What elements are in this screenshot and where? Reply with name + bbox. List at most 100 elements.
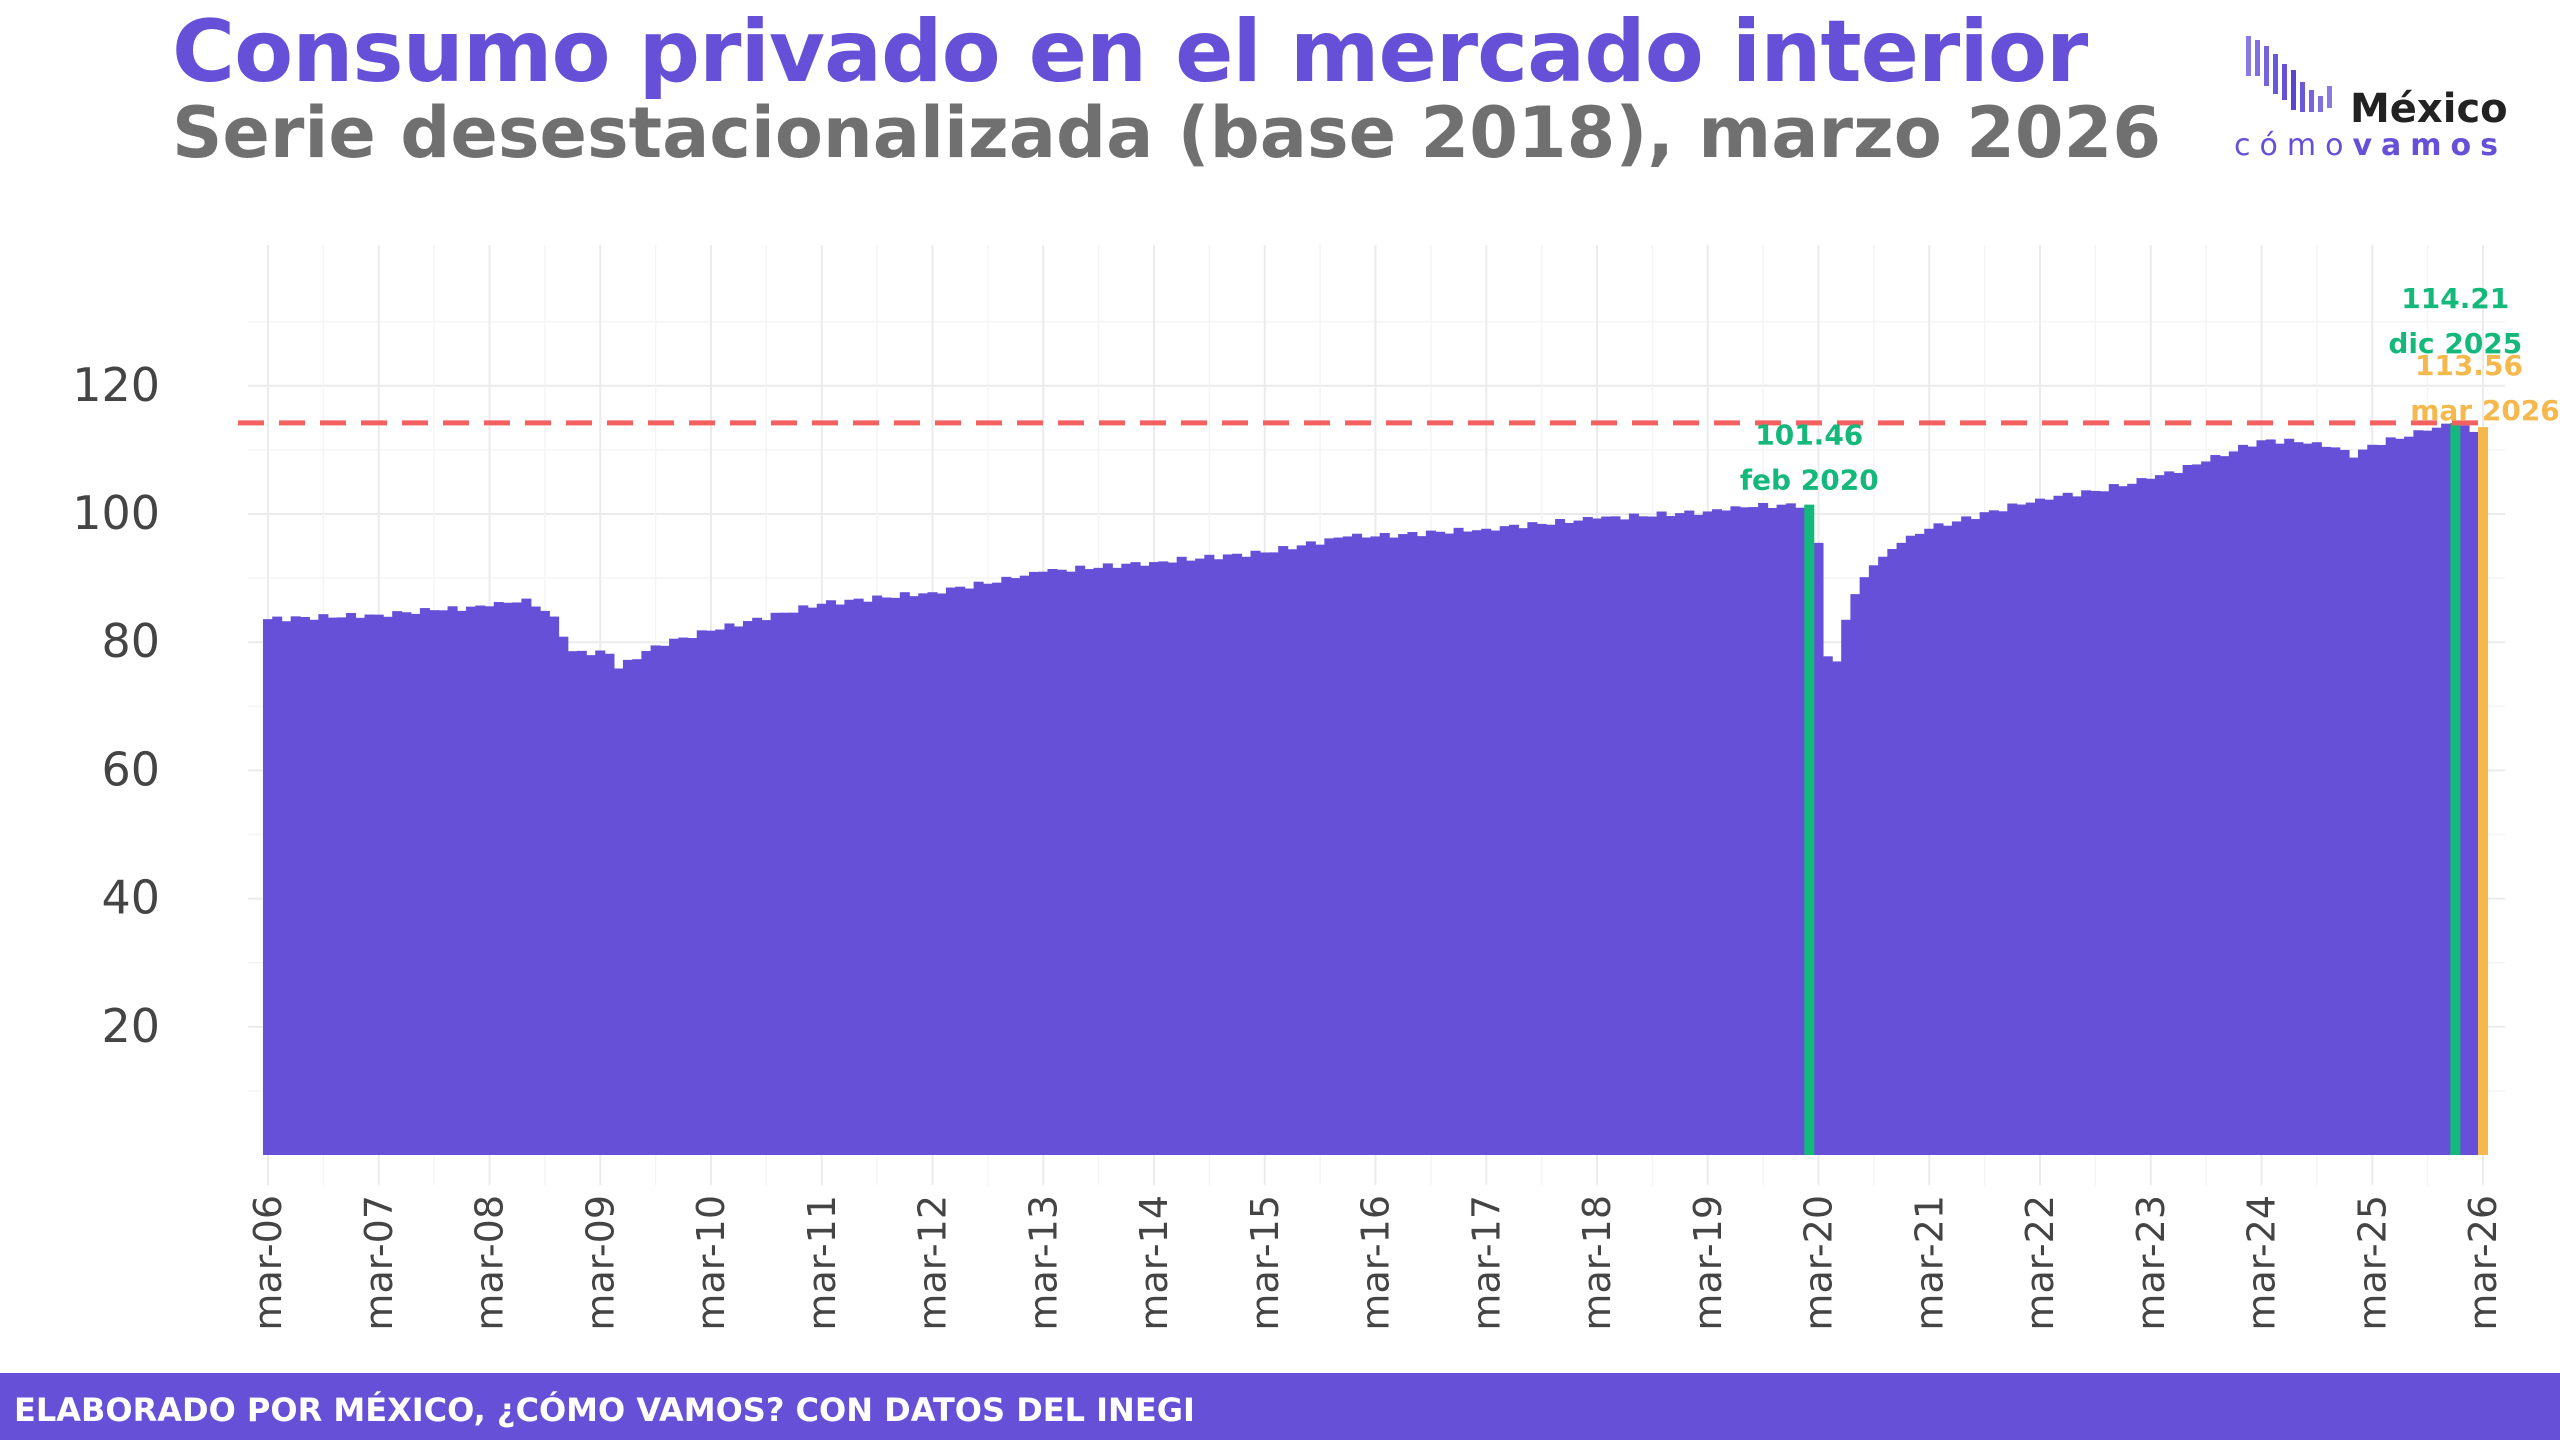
bar bbox=[1065, 571, 1076, 1155]
bar bbox=[2358, 449, 2369, 1155]
bar bbox=[2090, 490, 2101, 1155]
bar bbox=[346, 612, 357, 1155]
bar bbox=[696, 630, 707, 1155]
bar bbox=[401, 612, 412, 1155]
bar bbox=[1167, 562, 1178, 1155]
bar bbox=[715, 629, 726, 1155]
bar bbox=[272, 616, 283, 1155]
bar bbox=[521, 598, 532, 1155]
bar bbox=[807, 607, 818, 1155]
bar bbox=[936, 593, 947, 1155]
highlight-bar bbox=[2477, 427, 2489, 1155]
bar bbox=[438, 610, 449, 1155]
x-tick-label: mar-17 bbox=[1464, 1195, 1508, 1331]
bar bbox=[2145, 478, 2156, 1155]
bar bbox=[872, 595, 883, 1155]
bar bbox=[1868, 565, 1879, 1155]
bar bbox=[1259, 552, 1270, 1155]
bar bbox=[373, 614, 384, 1155]
x-tick-label: mar-13 bbox=[1021, 1195, 1065, 1331]
bar bbox=[770, 612, 781, 1155]
bar bbox=[964, 588, 975, 1155]
bar bbox=[1158, 561, 1169, 1155]
bar bbox=[2311, 442, 2322, 1155]
bar bbox=[1379, 533, 1390, 1155]
bar bbox=[1555, 519, 1566, 1155]
bar bbox=[982, 583, 993, 1155]
x-axis-ticks: mar-06 mar-07 mar-08 mar-09 mar-10 mar-11 mar-… bbox=[246, 1195, 2505, 1331]
bar bbox=[1758, 502, 1769, 1155]
y-tick-label: 120 bbox=[72, 358, 160, 412]
bar bbox=[724, 623, 735, 1155]
chart-subtitle: Serie desestacionalizada (base 2018), ma… bbox=[172, 92, 2162, 174]
bar bbox=[2394, 438, 2405, 1155]
bar bbox=[1250, 550, 1261, 1155]
bar bbox=[798, 605, 809, 1155]
bar bbox=[1850, 594, 1861, 1155]
bar bbox=[2247, 446, 2258, 1156]
annotation-label: feb 2020 bbox=[1740, 464, 1879, 497]
bar bbox=[2053, 495, 2064, 1155]
bar bbox=[2339, 449, 2350, 1155]
bar bbox=[2265, 439, 2276, 1156]
bar bbox=[309, 619, 320, 1155]
bar bbox=[1518, 528, 1529, 1155]
y-tick-label: 80 bbox=[101, 614, 160, 668]
bar bbox=[392, 611, 403, 1155]
y-tick-label: 60 bbox=[101, 742, 160, 796]
bar bbox=[1084, 569, 1095, 1155]
bar bbox=[1305, 541, 1316, 1155]
bar bbox=[484, 606, 495, 1155]
bar bbox=[1924, 528, 1935, 1155]
bar bbox=[909, 596, 920, 1155]
bar bbox=[475, 605, 486, 1155]
bar bbox=[1148, 562, 1160, 1155]
bar bbox=[2025, 502, 2036, 1155]
bar bbox=[2238, 444, 2249, 1155]
bar bbox=[290, 616, 301, 1155]
bar bbox=[1112, 567, 1123, 1155]
bar bbox=[595, 650, 606, 1155]
x-tick-label: mar-25 bbox=[2350, 1195, 2394, 1331]
bar bbox=[2219, 456, 2230, 1155]
bar bbox=[2016, 504, 2027, 1155]
bar bbox=[2459, 425, 2470, 1155]
bar bbox=[1453, 527, 1464, 1155]
bar bbox=[1878, 556, 1889, 1155]
bar bbox=[899, 592, 910, 1155]
bar bbox=[2293, 442, 2304, 1156]
bar bbox=[881, 597, 892, 1155]
x-tick-label: mar-09 bbox=[578, 1195, 622, 1331]
bar bbox=[558, 636, 569, 1155]
x-tick-label: mar-19 bbox=[1686, 1195, 1730, 1331]
bar bbox=[1287, 549, 1298, 1155]
bar bbox=[2118, 486, 2129, 1155]
x-tick-label: mar-20 bbox=[1797, 1195, 1841, 1331]
bar bbox=[2201, 461, 2212, 1155]
bar bbox=[1693, 514, 1704, 1155]
annotation-value: 114.21 bbox=[2401, 282, 2509, 315]
annotation-label: mar 2026 bbox=[2410, 394, 2560, 427]
bar bbox=[512, 602, 523, 1155]
bar bbox=[2284, 438, 2295, 1156]
bar bbox=[1093, 567, 1104, 1155]
bar bbox=[678, 637, 689, 1155]
bar bbox=[1010, 578, 1021, 1155]
bar bbox=[825, 600, 836, 1155]
bar bbox=[1370, 536, 1381, 1155]
y-axis-ticks: 20 40 60 80 100 120 bbox=[72, 358, 160, 1053]
bar bbox=[576, 650, 587, 1155]
bar bbox=[1324, 538, 1335, 1155]
bar bbox=[1195, 558, 1206, 1155]
bar bbox=[1831, 661, 1842, 1155]
bar bbox=[1638, 516, 1649, 1155]
x-tick-label: mar-26 bbox=[2461, 1195, 2505, 1331]
bar bbox=[1075, 565, 1086, 1155]
bar bbox=[641, 651, 652, 1155]
bar bbox=[1388, 537, 1399, 1155]
bar bbox=[2321, 446, 2332, 1155]
bar bbox=[2007, 503, 2018, 1155]
x-tick-label: mar-10 bbox=[689, 1195, 733, 1331]
chart-title: Consumo privado en el mercado interior bbox=[172, 2, 2088, 102]
